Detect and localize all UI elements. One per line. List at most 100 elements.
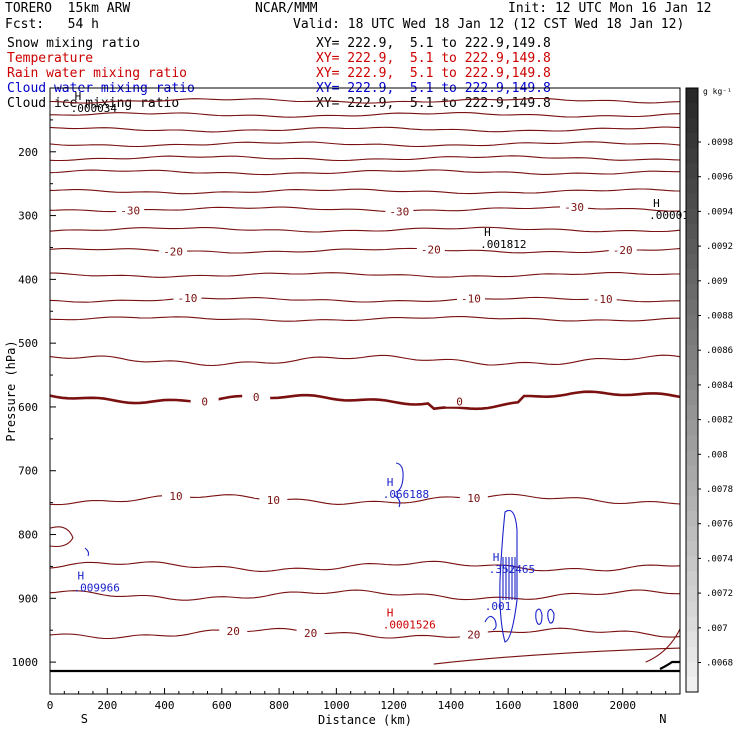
isotherm-line (49, 126, 681, 133)
isotherm-label: -20 (421, 244, 441, 257)
isotherm-label-bg (173, 292, 202, 304)
colorbar-tick-label: .0086 (706, 346, 733, 356)
colorbar-segment (686, 405, 698, 421)
y-tick-label: 500 (18, 337, 38, 350)
isotherm-line (49, 354, 681, 367)
colorbar-segment (686, 571, 698, 587)
isotherm-line (49, 526, 74, 547)
colorbar-segment (686, 284, 698, 300)
max-value-label: .0001526 (383, 619, 436, 632)
max-marker: H (387, 476, 394, 489)
colorbar-tick-label: .0096 (706, 173, 733, 183)
isotherm-line (645, 628, 681, 663)
x-axis-title: Distance (km) (318, 713, 412, 727)
legend-name-4: Cloud ice mixing ratio (7, 96, 180, 111)
colorbar-frame (685, 87, 699, 693)
colorbar-segment (686, 329, 698, 346)
isotherm-line (50, 271, 680, 278)
isotherm-line (49, 247, 681, 254)
isotherm-label-bg (242, 390, 271, 402)
max-value-label: .009966 (74, 582, 120, 595)
colorbar-segment (686, 420, 698, 436)
isotherm-line (49, 97, 681, 104)
colorbar-segment (686, 465, 698, 482)
x-tick-label: 2000 (609, 699, 636, 712)
x-tick-label: 800 (269, 699, 289, 712)
cloud-water-contours (84, 462, 555, 643)
colorbar-tick-label: .0094 (706, 207, 733, 217)
x-tick-label: 1600 (495, 699, 522, 712)
init-time: Init: 12 UTC Mon 16 Jan 12 (508, 1, 712, 16)
y-tick-label: 600 (18, 401, 38, 414)
colorbar-tick-label: .007 (706, 624, 728, 634)
colorbar-segment (686, 178, 698, 195)
x-tick-label: 1800 (552, 699, 579, 712)
isotherm-label: -30 (120, 205, 140, 218)
max-marker: H (78, 570, 85, 583)
isotherm-line (49, 390, 681, 411)
cloud-water-contour (84, 547, 90, 557)
isotherm-label-bg (259, 494, 288, 506)
isotherm-line (49, 155, 681, 162)
colorbar-segment (686, 193, 698, 210)
max-value-label: .00001 (649, 209, 689, 222)
colorbar-segment (686, 88, 698, 104)
y-axis-title: Pressure (hPa) (4, 340, 18, 441)
max-value-label: .066188 (383, 488, 429, 501)
model-title: TORERO 15km ARW (5, 1, 131, 16)
isotherm-line (49, 141, 681, 148)
isotherm-label: 10 (169, 490, 182, 503)
colorbar-segment (686, 390, 698, 406)
x-tick-label: 1400 (438, 699, 465, 712)
north-label: N (659, 712, 666, 726)
isotherm-line (49, 627, 681, 640)
colorbar-tick-label: .0078 (706, 485, 733, 495)
temperature-contours: -30 -30 -30 -20 -20 -20 -10 -10 -10 0 0 0 10 10 10 20 20… (49, 97, 681, 665)
colorbar-segment (686, 148, 698, 165)
y-tick-label: 400 (18, 273, 38, 286)
colorbar-tick-label: .0098 (706, 138, 733, 148)
cloud-water-contour (393, 494, 401, 508)
cloud-water-contour (499, 509, 518, 643)
x-tick-label: 1000 (323, 699, 350, 712)
isotherm-label-bg (296, 626, 325, 638)
isotherm-label: 20 (304, 627, 317, 640)
max-marker: H (653, 197, 660, 210)
colorbar-segment (686, 510, 698, 527)
isotherm-label: -10 (593, 293, 613, 306)
cloud-water-contour (535, 608, 543, 625)
isotherm-label: -20 (163, 245, 183, 258)
isotherm-label-bg (162, 490, 190, 502)
colorbar-segment (686, 480, 698, 497)
legend-name-2: Rain water mixing ratio (7, 66, 188, 81)
isotherm-label-bg (560, 201, 589, 213)
isotherm-label: -30 (389, 205, 409, 218)
ground-line (659, 660, 680, 670)
legend-xy-2: XY= 222.9, 5.1 to 222.9,149.8 (316, 66, 551, 81)
isotherm-label-bg (190, 395, 219, 407)
colorbar-segment (686, 646, 698, 663)
max-value-label: .001812 (480, 238, 526, 251)
colorbar-tick-label: .0084 (706, 381, 733, 391)
cloud-water-contour (484, 615, 497, 631)
isotherm-line (49, 316, 680, 322)
isotherm-line (50, 112, 681, 118)
axes: 0 200 400 600 800 1000 1200 1400 1600 1800 2000200… (4, 87, 681, 727)
colorbar-segment (686, 435, 698, 451)
isotherm-label-bg (588, 293, 617, 305)
south-label: S (81, 712, 88, 726)
colorbar-tick-label: .0072 (706, 589, 733, 599)
isotherm-line (49, 188, 681, 195)
colorbar-tick-label: .0076 (706, 520, 733, 530)
cloud-water-contour (547, 608, 555, 624)
colorbar-segment (686, 133, 698, 149)
org-title: NCAR/MMM (255, 1, 318, 16)
colorbar-segment (686, 163, 698, 180)
colorbar-segment (686, 586, 698, 602)
y-tick-label: 200 (18, 146, 38, 159)
isotherm-label: 10 (267, 494, 280, 507)
colorbar-segment (686, 676, 698, 693)
cloud-water-label: .001 (485, 600, 512, 613)
x-tick-label: 200 (97, 699, 117, 712)
